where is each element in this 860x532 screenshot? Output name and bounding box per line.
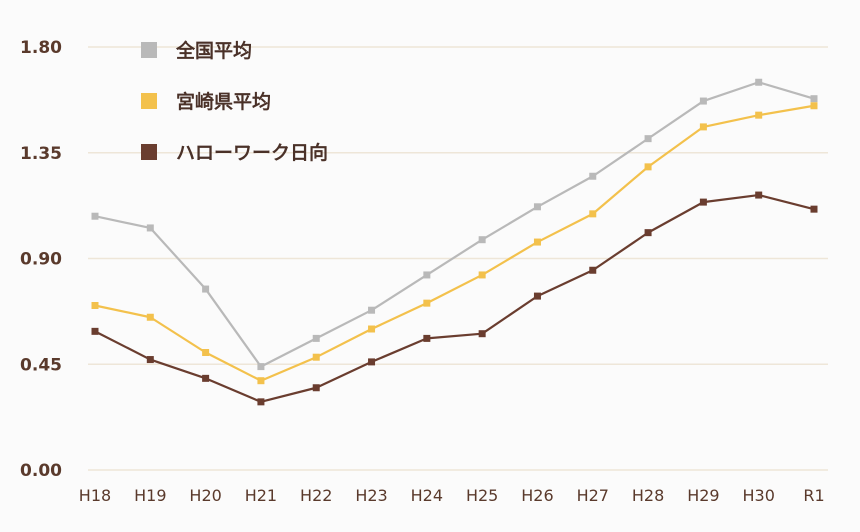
data-point [368,325,376,333]
legend-label: ハローワーク日向 [176,141,328,164]
series-group [91,78,818,406]
data-point [810,102,818,110]
data-point [257,398,265,406]
x-tick-label: H23 [355,486,387,505]
data-point [478,330,486,338]
data-point [257,363,265,371]
data-point [91,212,99,220]
data-point [810,205,818,213]
x-tick-label: H19 [134,486,166,505]
grid-lines [88,46,828,471]
series-line-2 [94,193,815,403]
x-tick-label: H24 [411,486,443,505]
data-point [202,285,210,293]
y-axis-ticks: 0.00 0.45 0.90 1.35 1.80 [20,38,62,481]
x-tick-label: H25 [466,486,498,505]
x-tick-label: H20 [189,486,221,505]
data-point [91,327,99,335]
data-point [699,97,707,105]
data-point [644,163,652,171]
data-point [755,191,763,199]
data-point [423,271,431,279]
series-line-0 [94,81,815,368]
y-tick-label: 0.45 [20,355,62,375]
data-point [423,299,431,307]
data-point [312,334,320,342]
data-point [533,238,541,246]
data-point [644,229,652,237]
data-point [202,349,210,356]
data-point [589,210,597,218]
data-point [755,78,763,86]
data-point [312,353,320,361]
data-point [146,313,154,321]
legend-label: 全国平均 [175,39,252,62]
legend-swatch [141,93,157,109]
y-tick-label: 1.80 [20,38,62,58]
y-tick-label: 0.00 [20,461,62,481]
data-point [589,266,597,274]
data-point [810,95,818,103]
x-tick-label: H21 [245,486,277,505]
x-tick-label: H18 [79,486,111,505]
legend-swatch [141,42,157,58]
x-tick-label: H27 [577,486,609,505]
data-point [202,374,210,382]
data-point [423,334,431,342]
data-point [257,377,265,385]
x-tick-label: R1 [803,486,824,505]
data-point [312,384,320,392]
data-point [478,271,486,279]
x-axis-ticks: H18 H19 H20 H21 H22 H23 H24 H25 H26 H27 H28 H29 H30 R… [79,486,825,505]
data-point [533,203,541,211]
data-point [699,198,707,206]
y-tick-label: 0.90 [20,250,62,270]
x-tick-label: H28 [632,486,664,505]
data-point [755,111,763,119]
data-point [699,123,707,131]
data-point [91,302,99,309]
x-tick-label: H26 [521,486,553,505]
series-line-1 [94,104,815,382]
data-point [533,292,541,300]
x-tick-label: H30 [742,486,774,505]
data-point [478,236,486,244]
data-point [368,306,376,314]
data-point [368,358,376,366]
x-tick-label: H29 [687,486,719,505]
data-point [589,172,597,180]
legend-swatch [141,144,157,160]
y-tick-label: 1.35 [20,144,62,164]
legend-label: 宮崎県平均 [176,90,271,113]
data-point [146,224,154,232]
data-point [644,135,652,143]
x-tick-label: H22 [300,486,332,505]
data-point [146,356,154,364]
